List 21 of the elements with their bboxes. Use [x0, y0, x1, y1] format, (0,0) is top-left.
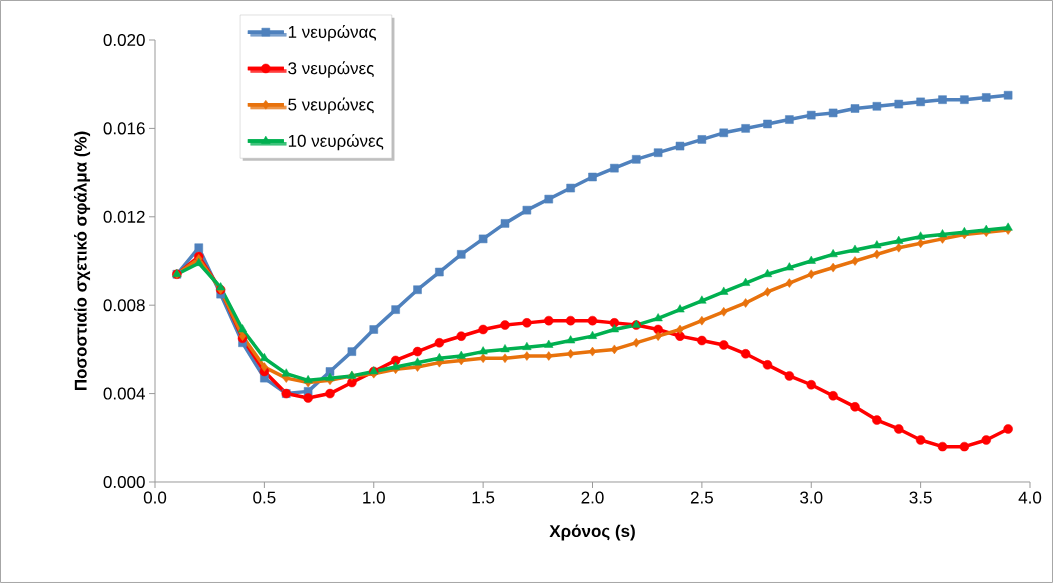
- x-tick-label: 0.0: [143, 491, 167, 504]
- y-tick-label: 0.016: [103, 122, 145, 135]
- x-axis-title: Χρόνος (s): [549, 524, 635, 541]
- x-tick-label: 4.0: [1018, 491, 1042, 504]
- x-tick-label: 1.5: [472, 491, 495, 504]
- y-tick-label: 0.004: [103, 387, 145, 400]
- y-tick-label: 0.000: [103, 475, 145, 489]
- x-tick-label: 0.5: [253, 491, 276, 504]
- x-tick-label: 2.5: [690, 491, 713, 504]
- y-tick-label: 0.012: [103, 210, 145, 223]
- x-tick-label: 3.0: [800, 491, 823, 504]
- x-tick-label: 3.5: [909, 491, 932, 504]
- legend-label: 10 νευρώνες: [288, 133, 384, 151]
- legend-label: 3 νευρώνες: [288, 61, 374, 78]
- y-tick-label: 0.020: [103, 33, 145, 47]
- y-axis-title: Ποσοστιαίο σχετικό σφάλμα (%): [73, 131, 91, 391]
- x-tick-label: 2.0: [581, 491, 604, 504]
- y-tick-label: 0.008: [103, 299, 145, 312]
- legend-label: 5 νευρώνες: [288, 97, 374, 114]
- legend-label: 1 νευρώνας: [288, 24, 377, 42]
- x-tick-label: 1.0: [363, 491, 385, 504]
